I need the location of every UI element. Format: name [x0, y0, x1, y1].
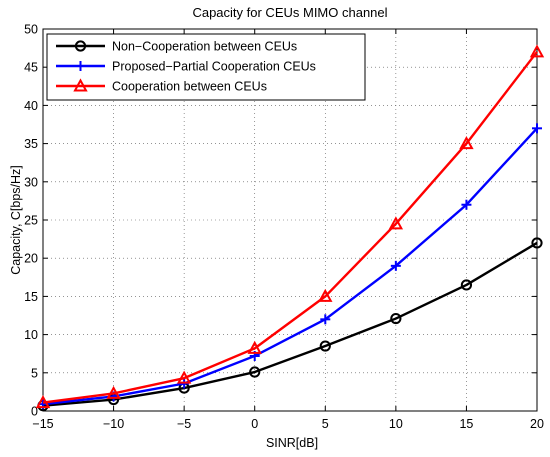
data-point — [461, 199, 472, 210]
series-1 — [37, 237, 543, 412]
data-point — [531, 237, 543, 249]
x-tick-label: −10 — [103, 417, 124, 431]
y-tick-label: 15 — [24, 290, 38, 304]
y-tick-label: 30 — [24, 175, 38, 189]
legend-marker — [75, 61, 86, 71]
chart-title: Capacity for CEUs MIMO channel — [192, 5, 387, 20]
y-axis-label: Capacity, C[bps/Hz] — [9, 165, 23, 275]
data-point — [460, 279, 473, 291]
series-layer — [35, 44, 545, 412]
data-point — [459, 136, 474, 150]
legend-marker — [73, 78, 88, 92]
series-2 — [38, 123, 542, 410]
legend-entry-2: Proposed−Partial Cooperation CEUs — [56, 60, 316, 74]
y-tick-label: 45 — [24, 61, 38, 75]
series-3 — [35, 44, 545, 409]
legend-label: Non−Cooperation between CEUs — [112, 40, 297, 54]
y-tick-label: 20 — [24, 252, 38, 266]
legend-label: Proposed−Partial Cooperation CEUs — [112, 60, 316, 74]
y-tick-label: 0 — [31, 405, 38, 419]
data-point — [319, 340, 331, 352]
data-point — [388, 216, 404, 230]
data-point — [176, 370, 192, 384]
legend-entry-1: Non−Cooperation between CEUs — [56, 40, 297, 54]
data-point — [529, 44, 545, 58]
x-tick-label: 10 — [389, 417, 403, 431]
y-tick-label: 35 — [24, 137, 38, 151]
x-tick-label: −5 — [177, 417, 191, 431]
x-tick-label: 20 — [530, 417, 544, 431]
legend-label: Cooperation between CEUs — [112, 80, 267, 94]
legend: Non−Cooperation between CEUs Proposed−Par… — [46, 33, 366, 101]
series-line — [42, 241, 538, 407]
series-line — [42, 51, 538, 404]
x-axis-label: SINR[dB] — [266, 436, 318, 450]
series-line — [42, 127, 538, 406]
y-tick-label: 10 — [24, 328, 38, 342]
data-point — [390, 312, 402, 325]
legend-marker — [74, 40, 87, 52]
data-point — [35, 395, 51, 409]
y-tick-label: 5 — [31, 366, 38, 380]
data-point — [247, 340, 262, 354]
y-tick-label: 25 — [24, 214, 38, 228]
y-tick-label: 50 — [24, 23, 38, 37]
x-tick-label: 5 — [322, 417, 329, 431]
legend-items: Non−Cooperation between CEUs Proposed−Par… — [56, 40, 316, 94]
axis-ticks: −15 −10 −5 0 5 10 15 20 0 5 10 15 20 25 30 35 40 45 50 — [24, 23, 544, 432]
data-point — [532, 123, 542, 134]
data-point — [106, 385, 121, 399]
data-point — [390, 260, 401, 271]
data-point — [318, 288, 333, 302]
x-tick-label: −15 — [32, 417, 53, 431]
data-point — [320, 314, 331, 325]
legend-entry-3: Cooperation between CEUs — [56, 78, 267, 94]
x-tick-label: 0 — [251, 417, 258, 431]
x-tick-label: 15 — [459, 417, 473, 431]
data-point — [249, 366, 261, 378]
y-tick-label: 40 — [24, 99, 38, 113]
